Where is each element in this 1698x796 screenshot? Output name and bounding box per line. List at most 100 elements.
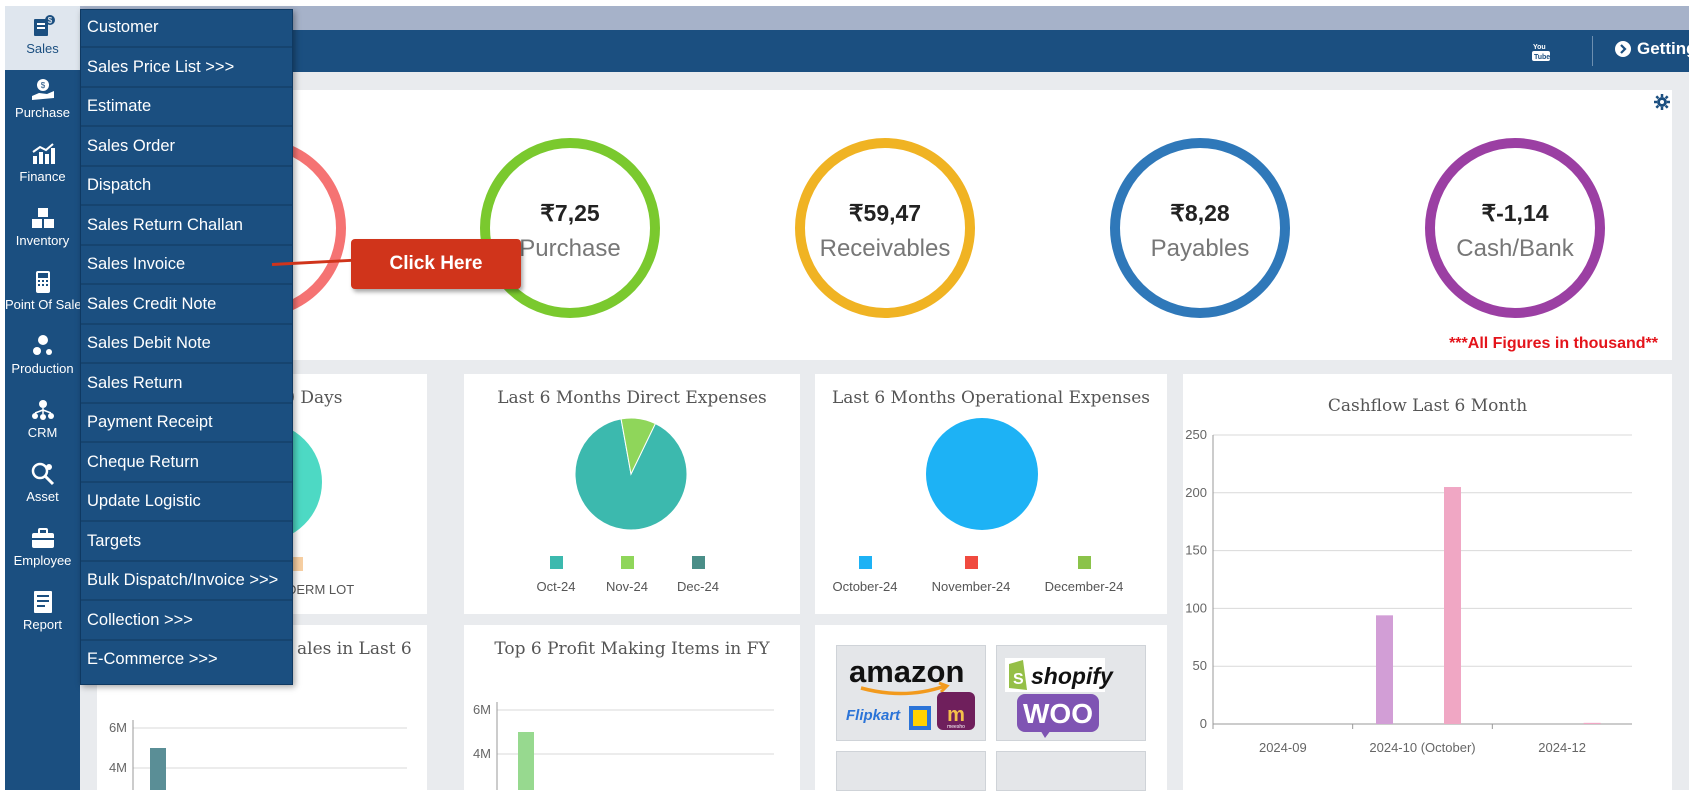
- menu-item-sales-invoice[interactable]: Sales Invoice: [81, 247, 292, 285]
- pie-slice: [926, 418, 1038, 530]
- sidebar-item-point-of-sale[interactable]: Point Of Sale: [5, 262, 82, 326]
- y-tick-label: 200: [1185, 485, 1207, 500]
- sidebar-item-report[interactable]: Report: [5, 582, 80, 646]
- legend-swatch: [1077, 556, 1091, 569]
- legend-label: October-24: [832, 579, 898, 594]
- sidebar-item-asset[interactable]: Asset: [5, 454, 80, 518]
- menu-item-sales-price-list[interactable]: Sales Price List >>>: [81, 50, 292, 88]
- kpi-label: Payables: [1150, 235, 1250, 262]
- card-title: Last 6 Months Operational Expenses: [831, 388, 1151, 408]
- legend-item: December-24: [1029, 556, 1139, 594]
- sidebar-item-production[interactable]: Production: [5, 326, 80, 390]
- getting-started-label: Getting Started: [1637, 39, 1698, 58]
- svg-text:$: $: [40, 81, 45, 90]
- legend-item: Oct-24: [501, 556, 611, 594]
- menu-item-payment-receipt[interactable]: Payment Receipt: [81, 405, 292, 443]
- menu-item-e-commerce[interactable]: E-Commerce >>>: [87, 650, 218, 668]
- sidebar-item-inventory[interactable]: Inventory: [5, 198, 80, 262]
- gear-icon[interactable]: [1654, 94, 1670, 115]
- shopify-logo: S shopify WOO: [1005, 658, 1114, 738]
- header-divider: [1592, 36, 1593, 66]
- y-tick-label: 6M: [109, 720, 127, 735]
- amazon-flipkart-meesho-logo-box[interactable]: amazon Flipkart m meesho: [836, 645, 986, 741]
- legend-label: DERM LOT: [287, 582, 355, 597]
- legend-item: October-24: [810, 556, 920, 594]
- svg-text:meesho: meesho: [947, 724, 965, 730]
- x-tick-label: 2024-12: [1538, 740, 1586, 755]
- sidebar-item-label: Point Of Sale: [5, 297, 82, 312]
- sidebar-item-purchase[interactable]: $ Purchase: [5, 70, 80, 134]
- pos-icon: [35, 271, 50, 293]
- sidebar-item-crm[interactable]: CRM: [5, 390, 80, 454]
- menu-item-update-logistic[interactable]: Update Logistic: [81, 484, 292, 522]
- ecommerce-card: amazon Flipkart m meesho S shopify: [815, 625, 1167, 791]
- kpi-purchase[interactable]: ₹7,25 Purchase: [480, 138, 660, 318]
- ecommerce-logo-box[interactable]: [836, 751, 986, 791]
- kpi-label: Purchase: [519, 235, 621, 262]
- kpi-panel: ₹7,25 Purchase ₹59,47 Receivables ₹8,28 …: [97, 90, 1672, 360]
- menu-item-targets[interactable]: Targets: [81, 524, 292, 562]
- profit-items-card: Top 6 Profit Making Items in FY 6M 4M: [464, 625, 800, 790]
- shopify-woo-logo-box[interactable]: S shopify WOO: [996, 645, 1146, 741]
- legend-item: Nov-24: [572, 556, 682, 594]
- sidebar-item-label: Sales: [26, 41, 59, 56]
- menu-item-sales-credit-note[interactable]: Sales Credit Note: [81, 287, 292, 325]
- sidebar-item-finance[interactable]: Finance: [5, 134, 80, 198]
- inventory-icon: [31, 208, 54, 228]
- svg-text:You: You: [1533, 44, 1546, 51]
- y-tick-label: 6M: [473, 702, 491, 717]
- chevron-circle-right-icon: [1615, 41, 1631, 57]
- sales-icon: $: [33, 15, 55, 36]
- menu-item-bulk-dispatch-invoice[interactable]: Bulk Dispatch/Invoice >>>: [81, 563, 292, 601]
- menu-item-sales-return[interactable]: Sales Return: [81, 366, 292, 404]
- pie-slice: [620, 417, 657, 476]
- menu-item-estimate[interactable]: Estimate: [81, 89, 292, 127]
- sidebar-item-employee[interactable]: Employee: [5, 518, 80, 582]
- cashflow-bar: [1376, 615, 1393, 724]
- finance-icon: [31, 143, 55, 164]
- kpi-payables[interactable]: ₹8,28 Payables: [1110, 138, 1290, 318]
- sidebar-item-label: Production: [11, 361, 74, 376]
- legend-label: Nov-24: [606, 579, 648, 594]
- getting-started-link[interactable]: Getting Started: [1615, 39, 1698, 59]
- sidebar-item-label: Asset: [26, 489, 59, 504]
- svg-text:$: $: [47, 16, 52, 25]
- sales-dropdown-menu: Customer Sales Price List >>> Estimate S…: [80, 9, 293, 685]
- kpi-receivables[interactable]: ₹59,47 Receivables: [795, 138, 975, 318]
- amazon-logo: amazon Flipkart m meesho: [846, 654, 975, 730]
- asset-icon: [31, 462, 54, 486]
- menu-item-dispatch[interactable]: Dispatch: [81, 168, 292, 206]
- kpi-cash-bank[interactable]: ₹-1,14 Cash/Bank: [1425, 138, 1605, 318]
- profit-bar: [150, 748, 166, 790]
- x-tick-label: 2024-09: [1259, 740, 1307, 755]
- menu-item-customer[interactable]: Customer: [81, 10, 292, 48]
- card-title: ales in Last 6: [297, 639, 412, 659]
- purchase-icon: $: [31, 79, 54, 100]
- crm-icon: [31, 400, 54, 420]
- svg-text:Tube: Tube: [1534, 54, 1550, 61]
- menu-item-sales-order[interactable]: Sales Order: [81, 129, 292, 167]
- profit-bar: [518, 732, 534, 790]
- legend-swatch: [620, 556, 634, 569]
- menu-item-cheque-return[interactable]: Cheque Return: [81, 445, 292, 483]
- youtube-icon[interactable]: You Tube: [1532, 42, 1550, 67]
- svg-text:m: m: [947, 704, 965, 726]
- ecommerce-logo-box[interactable]: [996, 751, 1146, 791]
- menu-item-collection[interactable]: Collection >>>: [81, 603, 292, 641]
- menu-item-sales-return-challan[interactable]: Sales Return Challan: [81, 208, 292, 246]
- kpi-value: ₹8,28: [1170, 200, 1230, 226]
- sidebar-item-label: Inventory: [15, 233, 70, 248]
- kpi-label: Receivables: [819, 235, 951, 262]
- operational-expenses-card: Last 6 Months Operational Expenses Octob…: [815, 374, 1167, 614]
- y-tick-label: 50: [1193, 658, 1207, 673]
- cashflow-bar: [1444, 487, 1461, 724]
- sidebar-item-sales[interactable]: $ Sales: [5, 6, 80, 70]
- y-tick-label: 0: [1200, 716, 1207, 731]
- click-here-callout[interactable]: Click Here: [351, 239, 521, 289]
- menu-item-sales-debit-note[interactable]: Sales Debit Note: [81, 326, 292, 364]
- sidebar-item-label: CRM: [27, 425, 58, 440]
- legend-item: November-24: [916, 556, 1026, 594]
- y-tick-label: 150: [1185, 543, 1207, 558]
- kpi-label: Cash/Bank: [1456, 235, 1574, 262]
- cashflow-bar: [1583, 722, 1601, 724]
